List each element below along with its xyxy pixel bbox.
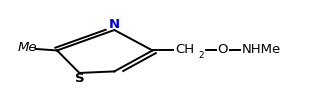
Text: S: S (74, 72, 84, 85)
Text: Me: Me (18, 41, 38, 54)
Text: 2: 2 (199, 51, 204, 60)
Text: N: N (109, 18, 120, 31)
Text: O: O (217, 43, 228, 56)
Text: NHMe: NHMe (242, 43, 281, 56)
Text: CH: CH (175, 43, 194, 56)
